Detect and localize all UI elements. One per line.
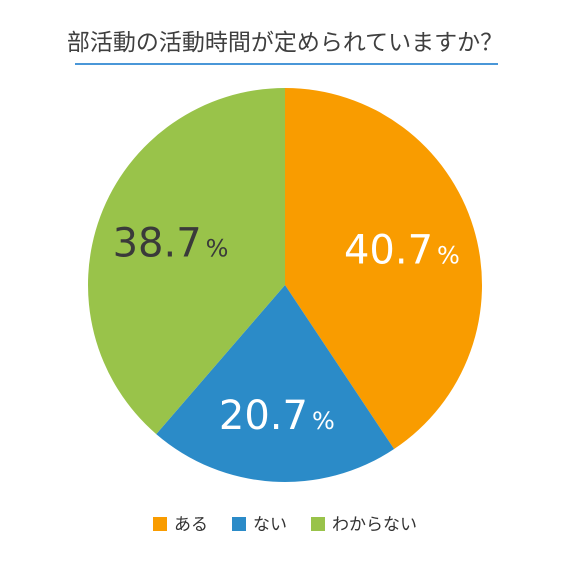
legend-swatch-2	[232, 517, 246, 531]
legend: ある ない わからない	[153, 515, 417, 535]
pie-slice-2	[156, 285, 395, 482]
pie-slices	[88, 88, 482, 482]
legend-swatch-1	[153, 517, 167, 531]
pie-slice-1	[285, 88, 482, 450]
chart-title: 部活動の活動時間が定められていますか？	[67, 30, 503, 56]
slice-labels: 40.7 % 20.7 % 38.7%	[113, 220, 460, 438]
slice-value-label-3: 38.7%	[113, 220, 229, 266]
legend-label-2: ない	[253, 515, 287, 535]
legend-swatch-3	[311, 517, 325, 531]
slice-value-label-2: 20.7%	[219, 393, 335, 439]
slice-value-label-1: 40.7%	[344, 228, 460, 274]
legend-label-1: ある	[174, 515, 208, 535]
legend-label-3: わからない	[332, 515, 417, 535]
pie-slice-3	[88, 88, 285, 435]
